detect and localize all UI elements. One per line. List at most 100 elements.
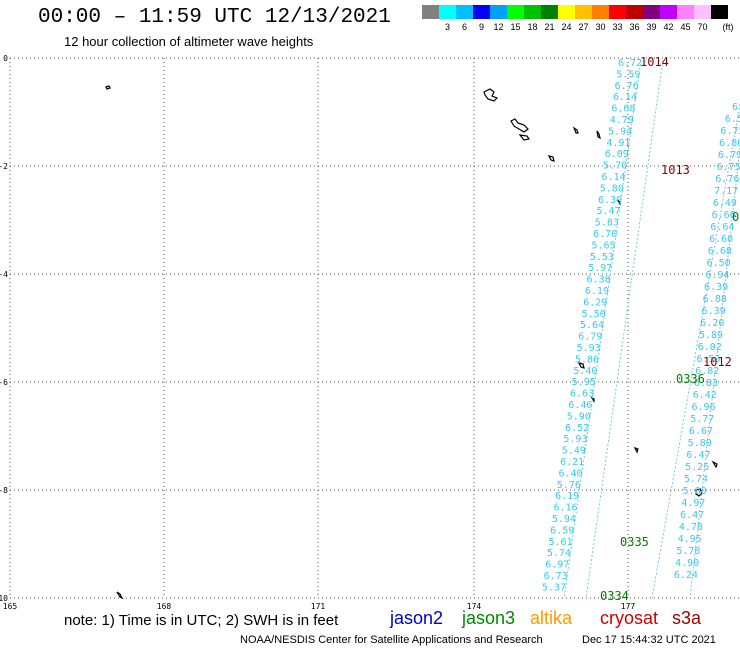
colorbar-tick-label: 36 bbox=[629, 22, 640, 32]
latitude-label: -8 bbox=[0, 486, 8, 495]
swh-value: 6.75 bbox=[717, 162, 740, 173]
colorbar-swatch bbox=[507, 5, 524, 19]
generation-timestamp: Dec 17 15:44:32 UTC 2021 bbox=[582, 634, 716, 646]
swh-value: 5.93 bbox=[577, 343, 601, 354]
swh-value: 5.61 bbox=[549, 537, 573, 548]
swh-value: 5.37 bbox=[542, 582, 566, 593]
colorbar-swatch bbox=[456, 5, 473, 19]
swh-value: 6.29 bbox=[583, 297, 607, 308]
colorbar-tick-label: 15 bbox=[510, 22, 521, 32]
colorbar-labels: 3 6 9 12 15 18 21 24 27 30 33 36 39 42 45 70 (ft) bbox=[422, 22, 738, 34]
swh-value: 6.76 bbox=[615, 81, 639, 92]
island-outline bbox=[510, 118, 529, 133]
swh-value: 5.95 bbox=[572, 377, 596, 388]
colorbar-tick-label: 42 bbox=[663, 22, 674, 32]
swh-value: 6.49 bbox=[713, 198, 737, 209]
colorbar-tick-label: 9 bbox=[478, 22, 485, 32]
colorbar-swatch bbox=[558, 5, 575, 19]
swh-value: 6.42 bbox=[693, 390, 717, 401]
colorbar-swatch bbox=[711, 5, 728, 19]
swh-value: 6.60 bbox=[709, 234, 733, 245]
longitude-label: 168 bbox=[157, 602, 172, 611]
swh-value: 5.50 bbox=[582, 309, 606, 320]
swh-value: 6.53 bbox=[696, 354, 720, 365]
units-note: note: 1) Time is in UTC; 2) SWH is in fe… bbox=[64, 612, 339, 629]
longitude-label: 177 bbox=[621, 602, 636, 611]
colorbar-swatch bbox=[490, 5, 507, 19]
swh-value: 5.86 bbox=[575, 354, 599, 365]
colorbar-swatch bbox=[660, 5, 677, 19]
island-outline bbox=[711, 460, 718, 469]
swh-value: 4.90 bbox=[675, 558, 699, 569]
swh-value: 5.76 bbox=[557, 480, 581, 491]
swh-value: 6.20 bbox=[700, 318, 724, 329]
colorbar-tick-label: 21 bbox=[544, 22, 555, 32]
swh-value: 5.53 bbox=[590, 252, 614, 263]
colorbar-tick-label: 18 bbox=[527, 22, 538, 32]
colorbar-swatch bbox=[541, 5, 558, 19]
swh-value: 6.21 bbox=[560, 457, 584, 468]
longitude-label: 171 bbox=[311, 602, 326, 611]
pass-time-label: 0335 bbox=[620, 535, 649, 549]
swh-value: 5.83 bbox=[595, 218, 619, 229]
longitude-label: 165 bbox=[3, 602, 18, 611]
swh-value: 6.97 bbox=[545, 560, 569, 571]
swh-value: 7.17 bbox=[714, 186, 738, 197]
swh-value: 5.94 bbox=[608, 126, 632, 137]
swh-value: 6.5 bbox=[725, 114, 740, 125]
colorbar-tick-label: 3 bbox=[444, 22, 451, 32]
swh-value: 6.19 bbox=[555, 491, 579, 502]
latitude-label: -4 bbox=[0, 270, 8, 279]
track-edge bbox=[563, 59, 642, 599]
latitude-label: 0 bbox=[3, 54, 8, 63]
pass-time-label: 0334 bbox=[600, 589, 629, 603]
swh-value: 6.67 bbox=[689, 426, 713, 437]
swh-value: 6.16 bbox=[553, 503, 577, 514]
swh-value: 6 bbox=[732, 102, 738, 113]
colorbar-tick-label: 27 bbox=[578, 22, 589, 32]
swh-value: 6.47 bbox=[686, 450, 710, 461]
swh-value: 5.77 bbox=[690, 414, 714, 425]
swh-value: 6.83 bbox=[694, 378, 718, 389]
map-title: 00:00 – 11:59 UTC 12/13/2021 bbox=[38, 6, 391, 29]
wave-height-colorbar bbox=[422, 5, 728, 19]
colorbar-tick-label: 6 bbox=[461, 22, 468, 32]
swh-value: 6.39 bbox=[702, 306, 726, 317]
swh-value: 6.40 bbox=[558, 468, 582, 479]
colorbar-swatch bbox=[473, 5, 490, 19]
swh-value: 4.79 bbox=[610, 115, 634, 126]
pass-time-label: 1012 bbox=[703, 355, 732, 369]
satellite-legend-jason2: jason2 bbox=[390, 608, 444, 628]
pass-time-label: 0 bbox=[732, 210, 739, 224]
swh-value: 6.82 bbox=[695, 366, 719, 377]
colorbar-swatch bbox=[626, 5, 643, 19]
swh-value: 6.14 bbox=[613, 92, 637, 103]
island-outline bbox=[105, 85, 111, 90]
swh-value: 6.70 bbox=[593, 229, 617, 240]
swh-value: 6.47 bbox=[680, 510, 704, 521]
swh-value: 5.47 bbox=[596, 206, 620, 217]
swh-value: 5.97 bbox=[588, 263, 612, 274]
island-outline bbox=[116, 591, 124, 600]
swh-value: 5.65 bbox=[592, 240, 616, 251]
satellite-legend-jason3: jason3 bbox=[462, 608, 516, 628]
swh-value: 6.96 bbox=[691, 402, 715, 413]
swh-value: 5.40 bbox=[573, 366, 597, 377]
swh-value: 6.39 bbox=[704, 282, 728, 293]
swh-value: 6.59 bbox=[550, 525, 574, 536]
colorbar-tick-label: 24 bbox=[561, 22, 572, 32]
swh-value: 4.78 bbox=[679, 522, 703, 533]
swh-value: 5.94 bbox=[552, 514, 576, 525]
island-outline bbox=[596, 130, 601, 140]
pass-time-label: 0336 bbox=[676, 372, 705, 386]
longitude-label: 174 bbox=[467, 602, 482, 611]
swh-value: 5.80 bbox=[683, 486, 707, 497]
colorbar-swatch bbox=[524, 5, 541, 19]
swh-value: 5.78 bbox=[676, 546, 700, 557]
swh-value: 6.52 bbox=[565, 423, 589, 434]
swh-value: 6.64 bbox=[710, 222, 734, 233]
swh-value: 6.72 bbox=[618, 58, 642, 69]
colorbar-swatch bbox=[609, 5, 626, 19]
swh-value: 6.30 bbox=[598, 195, 622, 206]
